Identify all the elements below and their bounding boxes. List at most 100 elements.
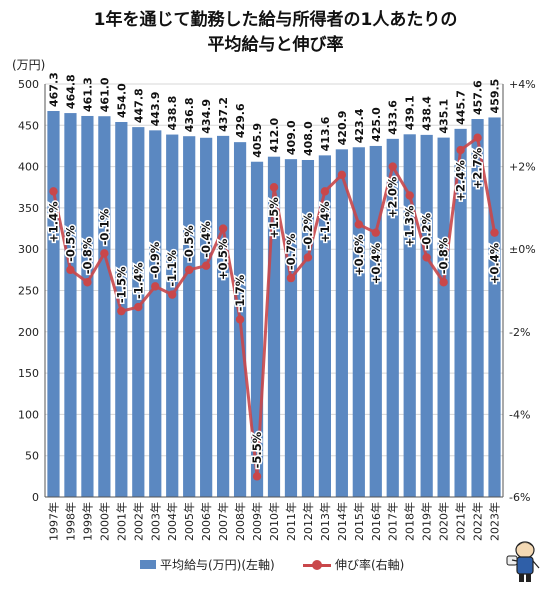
line-point — [371, 228, 380, 237]
bar — [420, 134, 433, 498]
growth-rate-label: +0.6% — [352, 234, 366, 276]
x-tick-label: 1998年 — [63, 502, 77, 541]
x-tick-label: 2022年 — [471, 502, 485, 541]
growth-rate-label: -1.1% — [165, 249, 179, 286]
growth-rate-label: -0.2% — [301, 212, 315, 249]
data-labels: 467.3 464.8 461.3 461.0 454.0 447.8 443.9 438.8… — [45, 72, 503, 470]
line-point — [218, 224, 228, 233]
line-point — [388, 162, 397, 171]
bar — [471, 119, 484, 497]
left-tick-label: 200 — [18, 326, 39, 339]
line-point — [303, 253, 313, 262]
line-point — [252, 472, 262, 481]
growth-rate-label: +2.4% — [454, 160, 468, 202]
bar — [284, 159, 298, 497]
growth-rate-label: +0.5% — [216, 238, 230, 280]
left-tick-label: 100 — [18, 408, 39, 421]
right-tick-label: +4% — [509, 78, 536, 91]
bar-value-label: 409.0 — [285, 120, 298, 155]
bar-value-label: 437.2 — [217, 97, 230, 132]
x-tick-label: 2016年 — [369, 502, 383, 541]
bar-value-label: 454.0 — [115, 83, 128, 118]
right-tick-label: ±0% — [509, 243, 536, 256]
bar-value-label: 461.0 — [98, 77, 111, 112]
line-point — [439, 278, 448, 287]
bar-value-label: 405.9 — [251, 123, 264, 158]
growth-rate-label: -1.5% — [114, 266, 128, 303]
bar-value-label: 433.6 — [387, 100, 400, 135]
growth-rate-label: -5.5% — [250, 431, 264, 468]
line-point — [456, 145, 465, 155]
bar-value-label: 408.0 — [302, 121, 315, 156]
legend-bars: 平均給与(万円)(左軸) — [140, 556, 275, 573]
line-point — [134, 302, 143, 312]
bar-value-label: 412.0 — [268, 118, 281, 153]
right-tick-label: +2% — [509, 161, 536, 174]
bar-value-label: 434.9 — [200, 99, 213, 134]
left-tick-label: 500 — [18, 78, 39, 91]
bar — [81, 115, 94, 498]
growth-rate-label: +0.4% — [488, 242, 502, 284]
bar — [369, 145, 382, 497]
bar — [183, 136, 196, 498]
left-tick-label: 400 — [18, 161, 39, 174]
x-tick-label: 2021年 — [454, 502, 468, 541]
bar-value-label: 467.3 — [47, 72, 60, 107]
bar — [318, 155, 331, 497]
bar-value-label: 443.9 — [149, 92, 162, 127]
growth-rate-label: -1.7% — [233, 274, 247, 311]
left-tick-label: 300 — [18, 243, 39, 256]
bar-value-label: 457.6 — [472, 80, 485, 115]
line-point — [49, 187, 58, 196]
growth-rate-label: +1.3% — [403, 205, 417, 247]
x-tick-label: 2023年 — [488, 502, 502, 541]
x-tick-label: 2012年 — [301, 502, 315, 541]
x-tick-label: 2002年 — [131, 502, 145, 541]
title-line-1: 1年を通じて勤務した給与所得者の1人あたりの — [93, 10, 458, 30]
line-point — [66, 265, 75, 275]
x-tick-label: 2020年 — [437, 502, 451, 541]
bar-value-label: 436.8 — [183, 97, 196, 132]
x-tick-label: 2004年 — [165, 502, 179, 541]
bar-value-label: 464.8 — [64, 74, 77, 109]
bar — [335, 149, 348, 497]
growth-rate-label: +1.4% — [318, 201, 332, 243]
growth-rate-label: -0.8% — [437, 237, 451, 274]
bar — [166, 134, 179, 497]
x-tick-label: 2005年 — [182, 502, 196, 541]
bar-swatch-icon — [140, 560, 156, 569]
bar — [64, 113, 77, 498]
title-line-2: 平均給与と伸び率 — [207, 35, 344, 55]
bar-value-label: 423.4 — [353, 108, 366, 143]
bar-value-label: 413.6 — [319, 116, 332, 151]
bar — [98, 116, 111, 498]
bar-value-label: 439.1 — [404, 96, 417, 131]
legend-line: 伸び率(右軸) — [303, 556, 404, 573]
line-point — [337, 170, 347, 180]
bar — [352, 147, 365, 497]
bar — [149, 130, 162, 497]
left-tick-label: 150 — [18, 367, 39, 380]
x-tick-label: 2010年 — [267, 502, 281, 541]
legend-line-label: 伸び率(右軸) — [335, 558, 405, 572]
line-point — [100, 249, 109, 258]
line-point — [473, 133, 482, 142]
growth-rate-label: +2.7% — [471, 147, 485, 189]
bar — [200, 137, 213, 498]
bar — [403, 134, 416, 497]
bar-value-label: 461.3 — [81, 77, 94, 112]
line-point — [168, 290, 177, 299]
line-point — [235, 315, 245, 324]
x-tick-label: 2019年 — [420, 502, 434, 541]
right-tick-label: -2% — [509, 326, 530, 339]
growth-rate-label: +2.0% — [386, 176, 400, 218]
bar-series — [47, 111, 501, 498]
growth-rate-label: +1.5% — [267, 197, 281, 239]
line-swatch-icon — [303, 559, 331, 570]
axes: 0 50 100 150 200 250 300 350 400 450 500 -6% -4% -2% ±… — [12, 58, 536, 541]
growth-rate-label: +0.4% — [369, 242, 383, 284]
line-point — [354, 220, 364, 229]
x-tick-label: 2007年 — [216, 502, 230, 541]
